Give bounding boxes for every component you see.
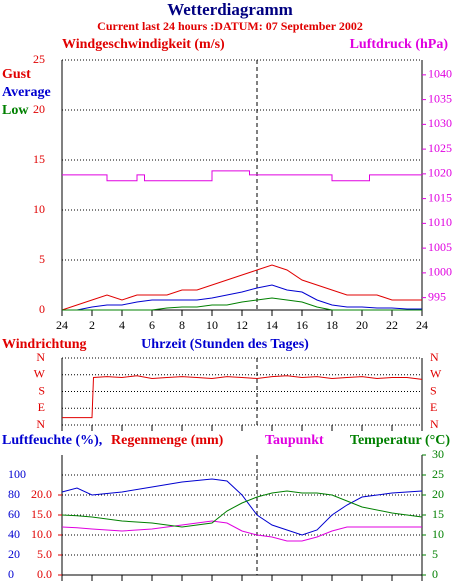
series-line: [61, 264, 422, 311]
y-tick-label: E: [38, 400, 45, 414]
y-tick-label: 40: [8, 527, 20, 541]
y2-tick-label: 1010: [428, 215, 452, 229]
panel-title: Windrichtung: [2, 337, 87, 352]
x-tick-label: 8: [179, 318, 185, 332]
y-tick-label: 80: [8, 487, 20, 501]
y-tick-label: 60: [8, 507, 20, 521]
y2-tick-label: 1025: [428, 141, 452, 155]
y2-tick-label: 20: [432, 487, 444, 501]
y-tick-label-right: S: [430, 383, 437, 397]
rain-tick-label: 5.0: [37, 547, 52, 561]
series-line: [61, 478, 423, 536]
rain-tick-label: 10.0: [31, 527, 52, 541]
x-tick-label: 4: [119, 318, 125, 332]
x-tick-label: 16: [296, 318, 308, 332]
y2-tick-label: 1040: [428, 67, 452, 81]
y2-tick-label: 1030: [428, 116, 452, 130]
x-tick-label: 2: [89, 318, 95, 332]
series-line: [61, 490, 423, 528]
series-line: [62, 170, 422, 182]
series-line: [62, 284, 422, 311]
series-line: [62, 297, 422, 311]
x-tick-label: 18: [326, 318, 338, 332]
y2-tick-label: 25: [432, 467, 444, 481]
y2-tick-label: 10: [432, 527, 444, 541]
y-axis-label: Windgeschwindigkeit (m/s): [62, 37, 225, 52]
legend-temperature: Temperatur (°C): [350, 433, 450, 448]
x-tick-label: 24: [56, 318, 68, 332]
y-tick-label: 10: [33, 202, 45, 216]
x-tick-label: 20: [356, 318, 368, 332]
y2-tick-label: 0: [432, 567, 438, 581]
chart-subtitle: Current last 24 hours :DATUM: 07 Septemb…: [97, 19, 363, 33]
y2-tick-label: 995: [428, 289, 446, 303]
y-tick-label: S: [38, 383, 45, 397]
y-tick-label: N: [36, 350, 45, 364]
series-line: [61, 520, 422, 542]
y-tick-label: N: [36, 417, 45, 431]
chart-title: Wetterdiagramm: [167, 0, 293, 19]
y2-tick-label: 1000: [428, 265, 452, 279]
x-tick-label: 14: [266, 318, 278, 332]
y-tick-label: 15: [33, 152, 45, 166]
rain-tick-label: 20.0: [31, 487, 52, 501]
y-tick-label: 25: [33, 52, 45, 66]
x-tick-label: 24: [416, 318, 428, 332]
y-tick-label: 5: [39, 252, 45, 266]
legend-entry: Gust: [2, 67, 31, 82]
y2-tick-label: 15: [432, 507, 444, 521]
y-tick-label-right: W: [430, 367, 442, 381]
series-line: [62, 375, 423, 419]
y-tick-label-right: N: [430, 350, 439, 364]
legend-dewpoint: Taupunkt: [265, 433, 324, 448]
y-tick-label: 20: [8, 547, 20, 561]
x-tick-label: 10: [206, 318, 218, 332]
y-tick-label: 0: [8, 567, 14, 581]
x-tick-label: 6: [149, 318, 155, 332]
y-tick-label: 0: [39, 302, 45, 316]
y2-tick-label: 5: [432, 547, 438, 561]
y2-tick-label: 1020: [428, 166, 452, 180]
y2-tick-label: 30: [432, 447, 444, 461]
legend-entry: Low: [2, 103, 29, 118]
y-tick-label-right: N: [430, 417, 439, 431]
x-axis-label: Uhrzeit (Stunden des Tages): [141, 337, 309, 352]
y-tick-label: 100: [8, 467, 26, 481]
x-tick-label: 22: [386, 318, 398, 332]
legend-humidity: Luftfeuchte (%),: [2, 433, 102, 448]
y-tick-label: 20: [33, 102, 45, 116]
rain-label: Regenmenge (mm): [111, 433, 224, 448]
rain-tick-label: 0.0: [37, 567, 52, 581]
legend-entry: Average: [2, 85, 51, 100]
y2-tick-label: 1005: [428, 240, 452, 254]
y2-tick-label: 1015: [428, 190, 452, 204]
y2-axis-label: Luftdruck (hPa): [350, 37, 449, 52]
y-tick-label: W: [34, 367, 46, 381]
rain-tick-label: 15.0: [31, 507, 52, 521]
x-tick-label: 12: [236, 318, 248, 332]
y2-tick-label: 1035: [428, 91, 452, 105]
y-tick-label-right: E: [430, 400, 437, 414]
